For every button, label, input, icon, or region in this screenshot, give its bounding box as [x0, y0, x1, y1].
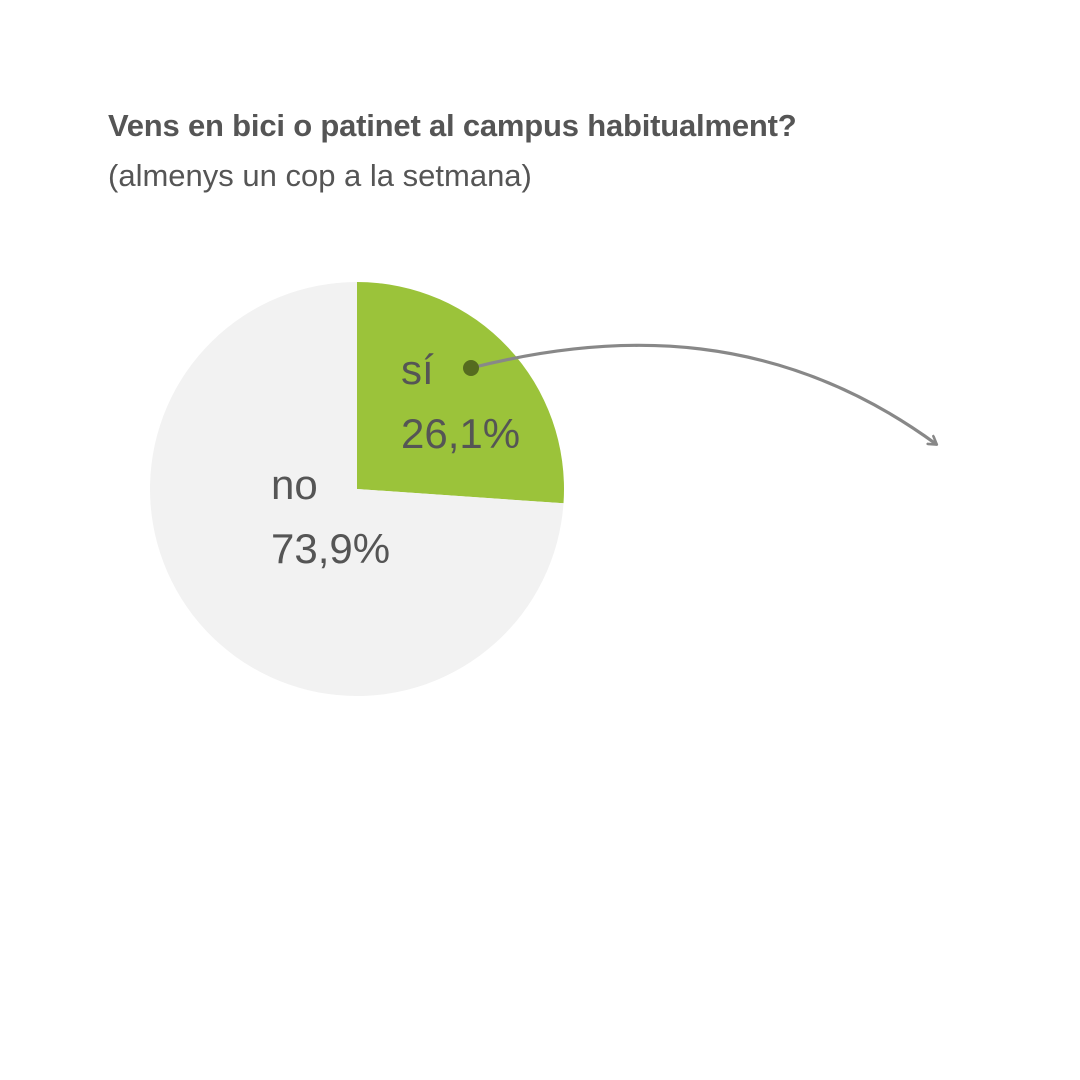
slice-value-si: 26,1% [401, 410, 520, 457]
slice-labels: sí 26,1% no 73,9% [271, 346, 520, 572]
pie-slices [150, 281, 565, 696]
slice-value-no: 73,9% [271, 525, 390, 572]
slice-label-si: sí [401, 346, 434, 393]
callout-dot [463, 360, 479, 376]
callout-arrow [469, 343, 936, 444]
pie-slice-si [357, 281, 565, 504]
chart-title: Vens en bici o patinet al campus habitua… [108, 108, 797, 143]
pie-slice-no [150, 282, 564, 696]
slice-label-no: no [271, 461, 318, 508]
chart-subtitle: (almenys un cop a la setmana) [108, 158, 532, 193]
